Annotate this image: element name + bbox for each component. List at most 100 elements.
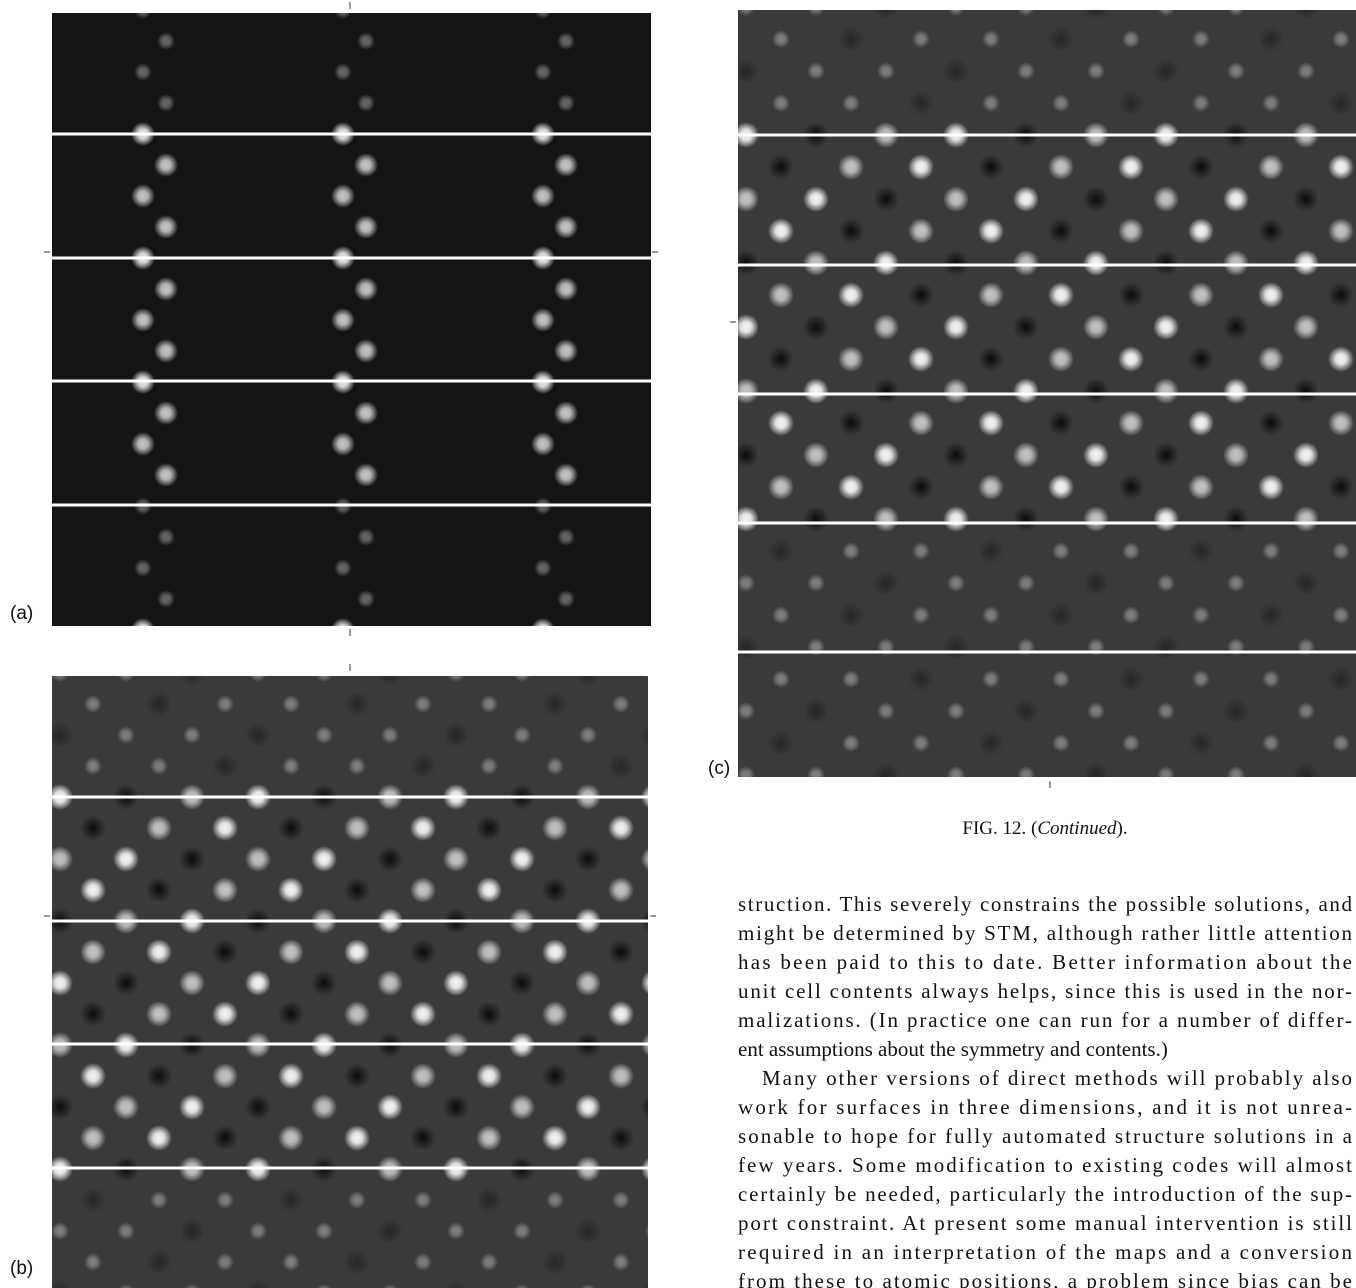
dark-spot — [733, 442, 759, 468]
spot — [554, 277, 578, 301]
spot — [557, 528, 575, 546]
spot — [157, 590, 175, 608]
spot — [1223, 186, 1249, 212]
dark-spot — [278, 1187, 304, 1213]
spot — [344, 939, 370, 965]
spot — [157, 94, 175, 112]
spot — [1083, 506, 1109, 532]
spot — [377, 1094, 403, 1120]
spot — [557, 32, 575, 50]
spot — [645, 1222, 663, 1240]
spot — [1227, 574, 1245, 592]
dark-spot — [1048, 410, 1074, 436]
spot — [803, 250, 829, 276]
spot — [278, 877, 304, 903]
spot — [113, 1094, 139, 1120]
spot — [737, 702, 755, 720]
spot — [278, 939, 304, 965]
spot — [877, 702, 895, 720]
spot — [212, 815, 238, 841]
spot — [154, 277, 178, 301]
dark-spot — [509, 970, 535, 996]
dark-spot — [1048, 26, 1074, 52]
spot — [982, 30, 1000, 48]
spot — [908, 346, 934, 372]
spot — [641, 846, 667, 872]
cell-boundary — [52, 920, 648, 923]
dark-spot — [1223, 314, 1249, 340]
spot — [803, 442, 829, 468]
spot — [873, 442, 899, 468]
spot — [447, 1222, 465, 1240]
body-line: malizations. (In practice one can run fo… — [738, 1008, 1352, 1032]
dark-spot — [838, 410, 864, 436]
spot — [1052, 94, 1070, 112]
dark-spot — [908, 90, 934, 116]
spot — [912, 30, 930, 48]
spot — [978, 218, 1004, 244]
spot — [216, 695, 234, 713]
cell-boundary — [52, 257, 651, 260]
dark-spot — [873, 762, 899, 788]
spot — [982, 606, 1000, 624]
dark-spot — [146, 1063, 172, 1089]
spot — [410, 1063, 436, 1089]
dark-spot — [542, 691, 568, 717]
spot — [357, 590, 375, 608]
dark-spot — [47, 1094, 73, 1120]
spot — [1332, 30, 1350, 48]
spot — [873, 506, 899, 532]
spot — [557, 590, 575, 608]
dark-spot — [377, 660, 403, 686]
spot — [1157, 574, 1175, 592]
spot — [1262, 94, 1280, 112]
spot — [179, 970, 205, 996]
dark-spot — [768, 538, 794, 564]
dark-spot — [943, 58, 969, 84]
spot — [480, 757, 498, 775]
panel-label: (c) — [708, 758, 730, 779]
spot — [1262, 542, 1280, 560]
spot — [154, 215, 178, 239]
spot — [509, 846, 535, 872]
spot — [807, 766, 825, 784]
spot — [1013, 442, 1039, 468]
dark-spot — [344, 1249, 370, 1275]
dark-spot — [733, 634, 759, 660]
spot — [357, 94, 375, 112]
dark-spot — [838, 26, 864, 52]
spot — [414, 695, 432, 713]
dark-spot — [80, 815, 106, 841]
spot — [554, 339, 578, 363]
dark-spot — [443, 722, 469, 748]
spot — [1087, 702, 1105, 720]
spot — [1122, 734, 1140, 752]
dark-spot — [908, 282, 934, 308]
dark-spot — [733, 250, 759, 276]
map-image — [52, 1, 651, 642]
dark-spot — [1013, 314, 1039, 340]
spot — [1227, 62, 1245, 80]
body-line: few years. Some modification to existing… — [738, 1153, 1352, 1177]
spot — [554, 153, 578, 177]
spot — [768, 218, 794, 244]
spot — [249, 1222, 267, 1240]
spot — [315, 726, 333, 744]
spot — [608, 815, 634, 841]
cell-boundary — [738, 393, 1356, 396]
dark-spot — [608, 1125, 634, 1151]
spot — [414, 1191, 432, 1209]
dark-spot — [1013, 506, 1039, 532]
spot — [315, 1222, 333, 1240]
spot — [908, 410, 934, 436]
spot — [47, 970, 73, 996]
dark-spot — [410, 1125, 436, 1151]
spot — [908, 154, 934, 180]
spot — [772, 670, 790, 688]
body-line: from these to atomic positions, a proble… — [738, 1269, 1352, 1288]
spot — [131, 308, 155, 332]
spot — [154, 153, 178, 177]
dark-spot — [80, 1187, 106, 1213]
dark-spot — [978, 730, 1004, 756]
spot — [557, 94, 575, 112]
